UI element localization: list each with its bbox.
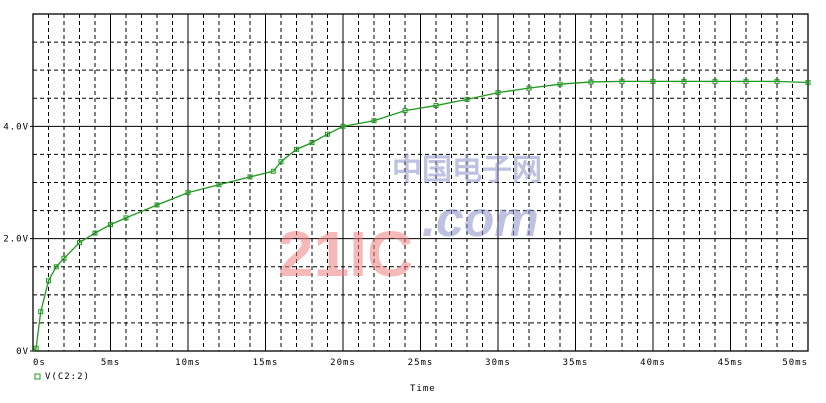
legend-marker: [34, 373, 41, 380]
data-point: [123, 215, 129, 221]
data-point: [433, 103, 439, 109]
x-tick-label: 35ms: [563, 358, 589, 368]
legend-label: V(C2:2): [45, 372, 90, 382]
x-tick-label: 30ms: [485, 358, 511, 368]
data-point: [650, 78, 656, 84]
data-point: [33, 345, 39, 351]
watermark-21ic: 21IC: [278, 218, 413, 290]
data-point: [270, 168, 276, 174]
legend: V(C2:2): [34, 372, 90, 382]
data-point: [743, 78, 749, 84]
data-point: [495, 90, 501, 96]
data-point: [805, 80, 811, 86]
data-point: [154, 202, 160, 208]
y-tick-label: 0V: [16, 347, 29, 357]
data-point: [53, 264, 59, 270]
series-line: [32, 80, 809, 352]
x-axis-label: Time: [410, 384, 436, 394]
data-point: [371, 118, 377, 124]
x-tick-label: 5ms: [101, 358, 120, 368]
watermark-cn: 中国电子网: [392, 153, 542, 188]
x-tick-label: 10ms: [175, 358, 201, 368]
x-tick-label: 50ms: [782, 358, 808, 368]
data-point: [278, 159, 284, 165]
x-tick-label: 20ms: [330, 358, 356, 368]
data-point: [402, 108, 408, 114]
data-point: [294, 146, 299, 152]
watermark-com: .com: [422, 191, 539, 247]
data-point: [185, 190, 191, 196]
data-point: [464, 96, 470, 102]
y-tick-label: 4.0V: [3, 122, 29, 132]
series-layer: [32, 78, 811, 352]
data-point: [108, 222, 113, 228]
data-point: [216, 182, 222, 188]
x-tick-label: 45ms: [718, 358, 744, 368]
data-point: [526, 85, 532, 91]
data-point: [309, 140, 315, 146]
plot-frame: [32, 13, 809, 352]
data-point: [38, 309, 44, 315]
x-tick-label: 0s: [33, 358, 46, 368]
data-point: [588, 79, 594, 85]
data-point: [46, 278, 51, 284]
data-point: [681, 78, 687, 84]
watermark-logo: 21IC .com 中国电子网: [278, 153, 542, 290]
x-tick-label: 15ms: [253, 358, 279, 368]
data-point: [61, 255, 67, 261]
data-point: [774, 78, 780, 84]
data-point: [247, 174, 253, 180]
data-point: [557, 81, 563, 87]
grid: [30, 13, 809, 352]
data-point: [712, 78, 718, 84]
data-point: [619, 78, 625, 84]
data-point: [77, 240, 82, 246]
data-point: [325, 131, 330, 137]
data-point: [92, 230, 98, 236]
x-tick-label: 25ms: [408, 358, 434, 368]
x-tick-label: 40ms: [640, 358, 666, 368]
y-tick-label: 2.0V: [3, 235, 29, 245]
data-point: [340, 123, 346, 129]
